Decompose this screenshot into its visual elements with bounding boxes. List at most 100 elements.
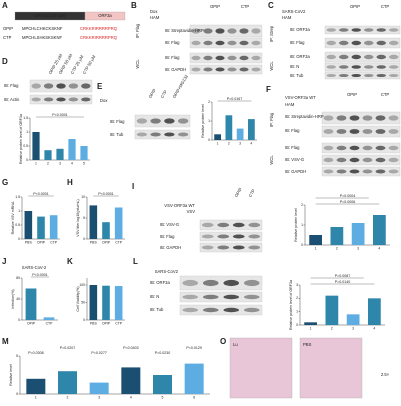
band (215, 28, 225, 34)
band (203, 40, 213, 46)
blot (189, 37, 263, 49)
label: CRKKRIRRRRPRQ (80, 35, 118, 40)
panel-label: A (2, 1, 8, 10)
label: Dox (100, 98, 108, 103)
bar (114, 207, 123, 239)
band (375, 115, 386, 121)
band (239, 40, 249, 46)
panel-label: H (67, 178, 73, 187)
y-tick-label: 1.5 (23, 116, 28, 120)
band (182, 294, 199, 300)
label: IP: Strep (269, 25, 274, 42)
label: ORF3a(120-126) (34, 13, 66, 18)
label: SARS-CoV2 (282, 9, 306, 14)
bar (236, 128, 244, 140)
band (136, 132, 148, 137)
band (364, 28, 374, 32)
p-value: P=0.0277 (91, 351, 107, 355)
label: OPIP (347, 92, 357, 97)
x-tick-label: 2 (67, 395, 69, 399)
bar (325, 295, 339, 325)
label: CTP (3, 35, 12, 40)
band (203, 28, 213, 34)
y-tick-label: 0 (296, 323, 298, 327)
band (201, 245, 214, 250)
label: IB: Flag (165, 40, 180, 45)
blot (324, 51, 401, 63)
label: IB: Flag (285, 145, 300, 150)
y-tick-label: 0 (16, 392, 18, 396)
y-axis-label: Infection(%) (11, 289, 15, 308)
p-value: P=0.0230 (155, 351, 171, 355)
bar (114, 286, 123, 320)
blot (179, 291, 263, 303)
blot (321, 154, 401, 166)
label: IB: ORF3a (150, 280, 170, 285)
band (217, 222, 230, 228)
bar (309, 235, 322, 245)
p-value: P<0.0001 (52, 113, 68, 117)
band (349, 145, 360, 151)
x-tick-label: 2 (331, 326, 333, 330)
blot (324, 25, 401, 35)
band (223, 294, 240, 300)
x-tick-label: 3 (59, 161, 61, 165)
blot (134, 114, 191, 128)
band (349, 157, 360, 163)
band (323, 145, 334, 151)
x-tick-label: OPIP (27, 321, 36, 325)
x-tick-label: 4 (373, 326, 375, 330)
y-tick-label: 0 (26, 158, 28, 162)
band (177, 118, 189, 124)
band (364, 73, 374, 78)
band (81, 83, 91, 89)
label: VSV (187, 209, 196, 214)
label: CTP (159, 89, 168, 99)
x-tick-label: 3 (352, 326, 354, 330)
band (191, 67, 201, 72)
label: IB: Tub (150, 307, 164, 312)
blot (189, 24, 263, 38)
y-axis-label: Cell Viability(%) (76, 286, 80, 311)
y-tick-label: 3 (296, 283, 298, 287)
band (389, 54, 399, 60)
band (248, 245, 261, 250)
label: IB: N (290, 64, 299, 69)
p-value: P=0.0004 (340, 194, 356, 198)
label: IB: Streptavidin-HRP (285, 114, 324, 119)
band (223, 307, 240, 313)
bar (58, 371, 77, 394)
band (351, 40, 361, 46)
bar (89, 382, 109, 394)
bar (32, 132, 40, 160)
band (376, 40, 386, 46)
label: HAM (150, 15, 160, 20)
label: CTP (381, 92, 390, 97)
bar (121, 367, 141, 394)
band (202, 294, 219, 300)
band (232, 234, 245, 239)
label: IB: N (150, 294, 159, 299)
y-tick-label: 0 (208, 138, 210, 142)
band (388, 129, 399, 134)
p-value: P=0.0308 (28, 351, 44, 355)
bar (37, 216, 45, 239)
blot (179, 304, 263, 316)
blot (199, 219, 263, 231)
band (351, 28, 361, 32)
band (375, 145, 386, 151)
shape (229, 337, 293, 399)
p-value: P=0.0006 (340, 200, 356, 204)
band (336, 157, 347, 163)
band (43, 97, 54, 102)
band (227, 55, 237, 61)
band (191, 40, 201, 46)
y-tick-label: 80 (16, 276, 20, 280)
band (326, 54, 336, 60)
x-tick-label: PBS (90, 321, 98, 325)
band (326, 28, 336, 32)
p-value: P=0.0403 (123, 346, 139, 350)
band (339, 54, 349, 60)
label: IP: Flag (135, 23, 140, 38)
x-tick-label: 1 (35, 395, 37, 399)
